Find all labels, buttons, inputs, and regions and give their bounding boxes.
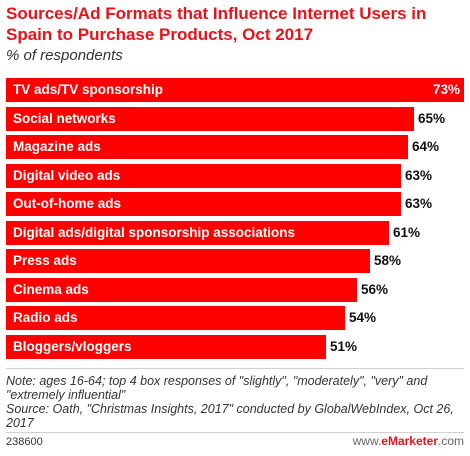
value-label: 64% — [412, 139, 440, 154]
category-label: Digital video ads — [13, 168, 121, 183]
chart-title: Sources/Ad Formats that Influence Intern… — [6, 4, 427, 44]
bar-chart: TV ads/TV sponsorship 73% Social networks 6… — [0, 78, 470, 368]
value-label: 63% — [405, 168, 433, 183]
bar — [6, 278, 357, 302]
category-label: Magazine ads — [13, 139, 101, 154]
value-label: 51% — [330, 339, 358, 354]
bar — [6, 192, 401, 216]
chart-subtitle: % of respondents — [6, 47, 123, 64]
bar — [6, 335, 326, 359]
category-label: TV ads/TV sponsorship — [13, 82, 164, 97]
value-label: 56% — [361, 282, 389, 297]
category-label: Social networks — [13, 111, 116, 126]
emarketer-logo: www.eMarketer.com — [353, 434, 464, 448]
bar — [6, 135, 408, 159]
value-label: 63% — [405, 196, 433, 211]
category-label: Bloggers/vloggers — [13, 339, 132, 354]
note-text: Note: ages 16-64; top 4 box responses of… — [6, 374, 428, 402]
divider — [6, 432, 464, 433]
bar — [6, 221, 389, 245]
divider — [6, 368, 464, 369]
logo-brand: eMarketer — [381, 434, 438, 448]
value-label: 54% — [349, 310, 377, 325]
chart-id: 238600 — [6, 436, 43, 448]
logo-suffix: .com — [437, 434, 464, 448]
bar — [6, 164, 401, 188]
logo-prefix: www. — [352, 434, 382, 448]
category-label: Out-of-home ads — [13, 196, 121, 211]
category-label: Press ads — [13, 253, 77, 268]
value-label: 73% — [432, 82, 460, 97]
category-label: Digital ads/digital sponsorship associat… — [13, 225, 296, 240]
value-label: 61% — [393, 225, 421, 240]
chart-notes: Note: ages 16-64; top 4 box responses of… — [6, 374, 466, 430]
bar — [6, 78, 464, 102]
bar — [6, 249, 370, 273]
value-label: 58% — [374, 253, 402, 268]
bar — [6, 107, 414, 131]
category-label: Radio ads — [13, 310, 78, 325]
bar — [6, 306, 345, 330]
category-label: Cinema ads — [13, 282, 89, 297]
value-label: 65% — [418, 111, 446, 126]
source-text: Source: Oath, "Christmas Insights, 2017"… — [6, 402, 454, 430]
